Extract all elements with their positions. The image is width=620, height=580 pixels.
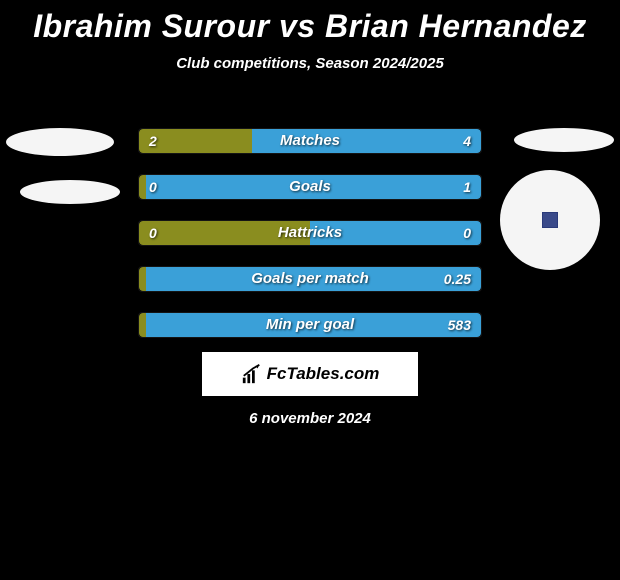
player-right-avatar-top: [514, 128, 614, 152]
bar-value-right: 1: [463, 175, 471, 199]
bar-row: Goals0 1: [138, 174, 482, 200]
player-left-avatar-top: [6, 128, 114, 156]
footer-date: 6 november 2024: [0, 410, 620, 427]
bar-label: Hattricks: [139, 221, 481, 245]
footer-logo: FcTables.com: [202, 352, 418, 396]
footer-logo-text: FcTables.com: [267, 364, 380, 384]
bar-label: Matches: [139, 129, 481, 153]
bar-row: Min per goal583: [138, 312, 482, 338]
player-left-avatar-bottom: [20, 180, 120, 204]
page-subtitle: Club competitions, Season 2024/2025: [0, 55, 620, 72]
bar-value-right: 583: [448, 313, 471, 337]
bar-label: Goals: [139, 175, 481, 199]
image-placeholder-icon: [542, 212, 558, 228]
bar-value-left: 0: [149, 175, 157, 199]
bar-row: Hattricks0 0: [138, 220, 482, 246]
bar-label: Goals per match: [139, 267, 481, 291]
bar-value-left: 0: [149, 221, 157, 245]
bar-value-right: 0: [463, 221, 471, 245]
bar-row: Goals per match0.25: [138, 266, 482, 292]
player-right-avatar-bottom: [500, 170, 600, 270]
bar-label: Min per goal: [139, 313, 481, 337]
bar-value-left: 2: [149, 129, 157, 153]
bar-row: Matches2 4: [138, 128, 482, 154]
comparison-bars: Matches24Goals01Hattricks00Goals per mat…: [138, 128, 482, 358]
page-title: Ibrahim Surour vs Brian Hernandez: [0, 0, 620, 45]
bar-value-right: 4: [463, 129, 471, 153]
bar-value-right: 0.25: [444, 267, 471, 291]
fctables-icon: [241, 363, 263, 385]
